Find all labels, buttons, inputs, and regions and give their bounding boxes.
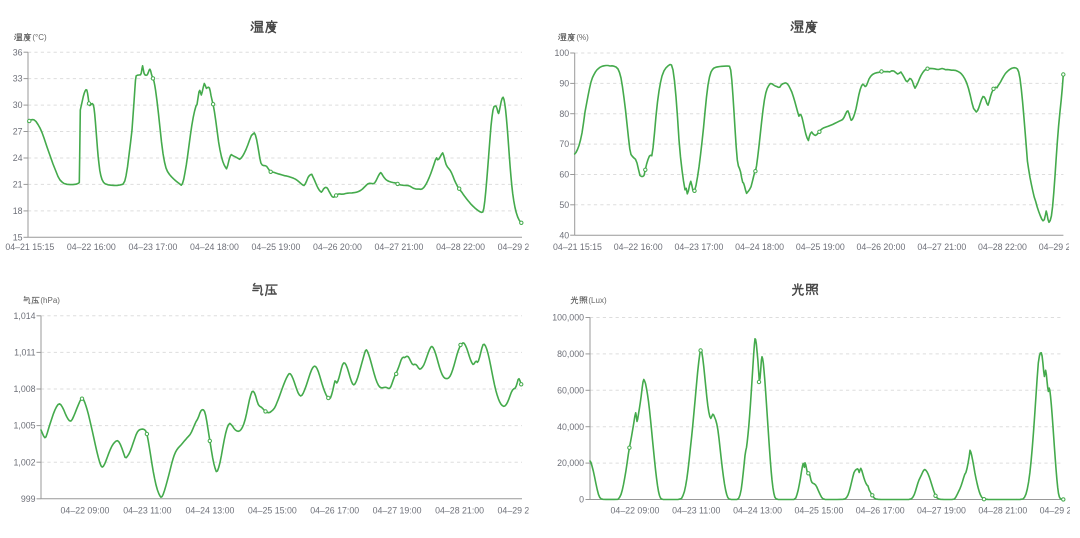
svg-text:0: 0 [579, 495, 584, 505]
svg-text:04–22 16:00: 04–22 16:00 [67, 242, 116, 252]
svg-text:40,000: 40,000 [557, 422, 584, 432]
svg-text:04–21 15:15: 04–21 15:15 [5, 242, 54, 252]
svg-text:04–22 09:00: 04–22 09:00 [61, 506, 110, 516]
svg-text:04–26 17:00: 04–26 17:00 [856, 506, 905, 516]
svg-text:04–22 09:00: 04–22 09:00 [611, 506, 660, 516]
svg-text:04–27 21:00: 04–27 21:00 [917, 242, 966, 252]
svg-text:04–28 22:00: 04–28 22:00 [436, 242, 485, 252]
svg-text:04–29 23:00: 04–29 23:00 [498, 506, 547, 516]
svg-text:04–23 11:00: 04–23 11:00 [123, 506, 171, 516]
svg-text:100,000: 100,000 [552, 313, 584, 323]
svg-text:20,000: 20,000 [557, 458, 584, 468]
svg-text:60,000: 60,000 [557, 385, 584, 395]
svg-text:04–23 11:00: 04–23 11:00 [672, 506, 720, 516]
svg-text:04–29 23:00: 04–29 23:00 [498, 242, 547, 252]
svg-text:(hPa): (hPa) [40, 296, 60, 305]
svg-text:15: 15 [13, 232, 23, 242]
svg-text:999: 999 [21, 494, 36, 504]
svg-text:80: 80 [559, 109, 569, 119]
svg-text:04–26 20:00: 04–26 20:00 [857, 242, 906, 252]
svg-text:70: 70 [559, 139, 569, 149]
svg-text:04–26 17:00: 04–26 17:00 [310, 506, 359, 516]
svg-text:04–22 16:00: 04–22 16:00 [614, 242, 663, 252]
svg-text:(%): (%) [576, 33, 589, 42]
svg-text:18: 18 [13, 206, 23, 216]
svg-text:04–24 18:00: 04–24 18:00 [735, 242, 784, 252]
svg-text:04–23 17:00: 04–23 17:00 [674, 242, 723, 252]
svg-text:04–29 23:00: 04–29 23:00 [1040, 506, 1080, 516]
svg-text:04–28 21:00: 04–28 21:00 [435, 506, 484, 516]
svg-text:27: 27 [13, 127, 23, 137]
svg-text:30: 30 [13, 100, 23, 110]
svg-text:50: 50 [559, 200, 569, 210]
svg-text:04–28 22:00: 04–28 22:00 [978, 242, 1027, 252]
svg-text:100: 100 [555, 48, 570, 58]
svg-text:24: 24 [13, 153, 23, 163]
svg-text:04–24 13:00: 04–24 13:00 [733, 506, 782, 516]
svg-text:04–25 19:00: 04–25 19:00 [796, 242, 845, 252]
svg-text:1,011: 1,011 [14, 348, 35, 358]
svg-text:04–24 18:00: 04–24 18:00 [190, 242, 239, 252]
svg-text:04–24 13:00: 04–24 13:00 [185, 506, 234, 516]
svg-text:21: 21 [13, 180, 23, 190]
svg-text:04–23 17:00: 04–23 17:00 [128, 242, 177, 252]
svg-text:90: 90 [559, 79, 569, 89]
svg-text:04–27 21:00: 04–27 21:00 [375, 242, 424, 252]
svg-text:04–26 20:00: 04–26 20:00 [313, 242, 362, 252]
svg-text:33: 33 [13, 74, 23, 84]
svg-text:04–29 23:00: 04–29 23:00 [1039, 242, 1080, 252]
svg-text:04–27 19:00: 04–27 19:00 [373, 506, 422, 516]
svg-text:60: 60 [559, 170, 569, 180]
svg-text:1,002: 1,002 [13, 457, 35, 467]
svg-text:1,005: 1,005 [13, 421, 35, 431]
svg-text:04–25 15:00: 04–25 15:00 [248, 506, 297, 516]
svg-text:(°C): (°C) [32, 33, 47, 42]
svg-text:1,008: 1,008 [13, 384, 35, 394]
svg-text:04–27 19:00: 04–27 19:00 [917, 506, 966, 516]
svg-text:04–21 15:15: 04–21 15:15 [553, 242, 602, 252]
svg-text:80,000: 80,000 [557, 349, 584, 359]
svg-text:04–25 19:00: 04–25 19:00 [252, 242, 301, 252]
svg-text:1,014: 1,014 [13, 311, 35, 321]
svg-text:04–28 21:00: 04–28 21:00 [978, 506, 1027, 516]
svg-text:04–25 15:00: 04–25 15:00 [794, 506, 843, 516]
svg-text:40: 40 [559, 230, 569, 240]
svg-text:36: 36 [13, 47, 23, 57]
svg-text:(Lux): (Lux) [588, 296, 607, 305]
